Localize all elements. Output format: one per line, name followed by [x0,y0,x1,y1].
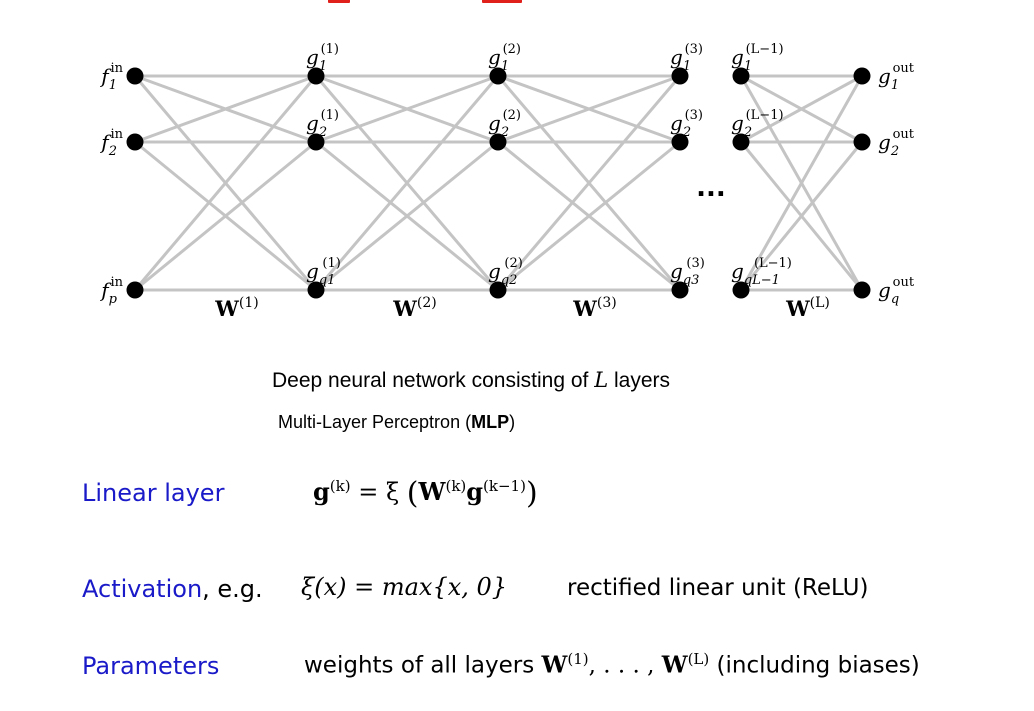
edge [739,141,864,291]
edge [497,74,681,144]
layer3-node [671,133,689,151]
nodes [126,67,871,299]
layer3-node-label: g2(3) [670,108,703,140]
layer2-node-label: g1(2) [488,42,521,74]
layer1-node-label: g1(1) [306,42,339,74]
node-labels: f1in f2in fpin g1(1) g2(1) gq1(1) g1(2) g2(2) gq… [99,42,915,321]
output-node [853,281,871,299]
layer2-node-label: gq2(2) [488,256,523,288]
weight-label: W(2) [392,295,436,321]
parameters-note: weights of all layers W(1), . . . , W(L)… [304,650,920,679]
edge [315,140,499,292]
layer1-node-label: g2(1) [306,108,339,140]
cropped-title [300,0,550,6]
output-node [853,133,871,151]
layer1-node [307,67,325,85]
diagram-subcaption: Multi-Layer Perceptron (MLP) [278,412,516,432]
linear-layer-label: Linear layer [82,479,225,507]
layer1-node [307,133,325,151]
layer1-node-label: gq1(1) [306,256,341,288]
ellipsis: ... [696,173,726,203]
layer1-node [307,281,325,299]
layerL1-node [732,281,750,299]
layerL1-node-label: g1(L−1) [731,42,784,74]
activation-label: Activation, e.g. [82,575,263,603]
mlp-diagram: f1in f2in fpin g1(1) g2(1) gq1(1) g1(2) g2(2) gq… [99,42,915,321]
activation-formula: ξ(x) = max{x, 0} [301,573,508,601]
activation-note: rectified linear unit (ReLU) [567,575,869,601]
linear-layer-formula: g(k) = ξ (W(k)g(k−1)) [313,476,538,511]
output-node-label: g1out [878,61,915,93]
parameters-label: Parameters [82,652,220,680]
edge [314,75,500,291]
layer2-node-label: g2(2) [488,108,521,140]
weight-label: W(L) [785,295,830,321]
edge [739,75,864,291]
layer3-node [671,281,689,299]
weight-label: W(1) [214,295,258,321]
input-node [126,281,144,299]
layer3-node [671,67,689,85]
output-node-label: g2out [878,127,915,159]
edge [496,75,682,291]
layerL1-node [732,67,750,85]
layerL1-node-label: g2(L−1) [731,108,784,140]
edge [497,140,681,292]
input-node [126,67,144,85]
layer3-node-label: g1(3) [670,42,703,74]
output-node [853,67,871,85]
output-node-label: gqout [878,275,915,307]
edge [740,74,863,144]
layer2-node [489,67,507,85]
layer2-node [489,281,507,299]
edge [134,74,317,144]
layerL1-node-label: gqL−1(L−1) [731,256,792,288]
layerL1-node [732,133,750,151]
input-node-label: fpin [99,275,123,307]
input-node-label: f2in [99,127,123,159]
layer3-node-label: gq3(3) [670,256,705,288]
edges [133,74,864,292]
input-node-label: f1in [99,61,123,93]
edge [315,74,499,144]
edge [133,75,318,291]
weight-label: W(3) [572,295,616,321]
diagram-caption: Deep neural network consisting of L laye… [272,368,670,392]
input-node [126,133,144,151]
layer2-node [489,133,507,151]
edge [134,140,317,292]
